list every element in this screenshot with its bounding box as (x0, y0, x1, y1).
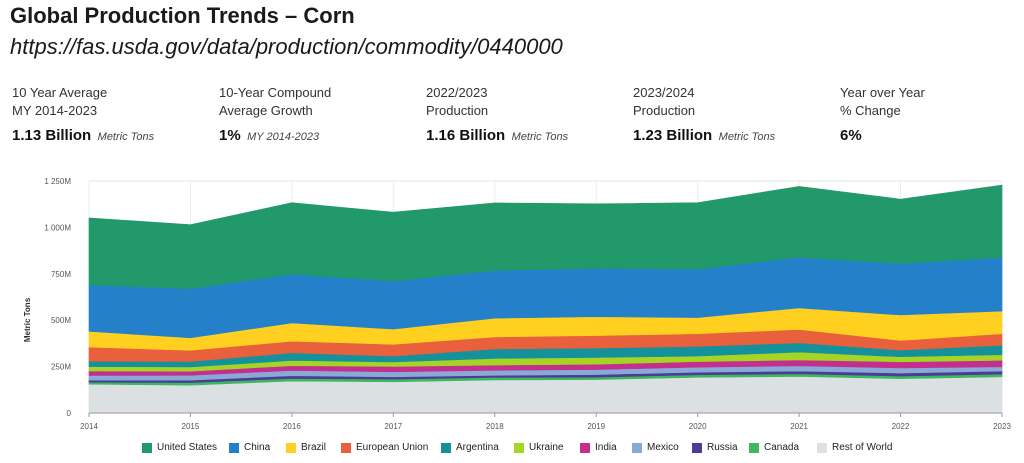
legend-item-argentina[interactable]: Argentina (441, 442, 499, 453)
chart-legend: United States China Brazil European Union Ar… (0, 442, 1024, 458)
legend-label: United States (157, 442, 218, 453)
legend-swatch (229, 442, 239, 453)
legend-item-russia[interactable]: Russia (692, 442, 738, 453)
legend-label: Canada (764, 442, 800, 453)
legend-swatch (817, 442, 827, 453)
area-united-states[interactable] (88, 184, 1003, 289)
stat-2023-production: 2023/2024 Production 1.23 Billion Metric… (633, 84, 833, 145)
stat-2022-production: 2022/2023 Production 1.16 Billion Metric… (426, 84, 626, 145)
stat-unit: Metric Tons (511, 131, 569, 143)
legend-swatch (632, 442, 642, 453)
x-tick-label: 2019 (587, 422, 605, 431)
legend-swatch (749, 442, 759, 453)
legend-label: European Union (356, 442, 429, 453)
legend-swatch (286, 442, 296, 453)
legend-label: India (595, 442, 617, 453)
legend-swatch (580, 442, 590, 453)
stat-value: 6% (840, 127, 862, 144)
legend-label: Ukraine (529, 442, 564, 453)
stat-10yr-cagr: 10-Year Compound Average Growth 1% MY 20… (219, 84, 419, 145)
stat-label-line1: 2023/2024 (633, 85, 695, 100)
stat-label-line2: % Change (840, 103, 901, 118)
x-tick-label: 2022 (892, 422, 910, 431)
x-tick-label: 2017 (384, 422, 402, 431)
chart-areas (88, 184, 1003, 414)
legend-item-rest-of-world[interactable]: Rest of World (817, 442, 892, 453)
x-tick-label: 2020 (689, 422, 707, 431)
page-title: Global Production Trends – Corn (10, 3, 355, 28)
stat-unit: Metric Tons (718, 131, 776, 143)
legend-item-european-union[interactable]: European Union (341, 442, 428, 453)
stat-yoy-change: Year over Year % Change 6% (840, 84, 1024, 145)
stat-label-line1: 10-Year Compound (219, 85, 332, 100)
legend-label: Mexico (647, 442, 679, 453)
production-area-chart: 0 250M 500M 750M 1 000M 1 250M 2014 2015 2016 201… (23, 177, 1011, 431)
legend-item-united-states[interactable]: United States (142, 442, 217, 453)
source-url[interactable]: https://fas.usda.gov/data/production/com… (10, 34, 563, 59)
y-tick-label: 1 250M (44, 177, 71, 186)
stat-unit: MY 2014-2023 (247, 131, 320, 143)
x-tick-label: 2014 (80, 422, 98, 431)
y-tick-label: 250M (51, 363, 71, 372)
y-tick-label: 0 (67, 409, 72, 418)
legend-item-ukraine[interactable]: Ukraine (514, 442, 563, 453)
x-tick-label: 2015 (182, 422, 200, 431)
legend-swatch (341, 442, 351, 453)
legend-item-canada[interactable]: Canada (749, 442, 799, 453)
stat-10yr-average: 10 Year Average MY 2014-2023 1.13 Billio… (12, 84, 212, 145)
legend-item-china[interactable]: China (229, 442, 270, 453)
legend-label: China (244, 442, 271, 453)
stats-row: 10 Year Average MY 2014-2023 1.13 Billio… (12, 84, 1022, 154)
x-tick-label: 2016 (283, 422, 301, 431)
stat-label-line1: 2022/2023 (426, 85, 488, 100)
x-tick-label: 2023 (993, 422, 1011, 431)
y-tick-label: 500M (51, 316, 71, 325)
y-tick-label: 1 000M (44, 223, 71, 232)
legend-swatch (142, 442, 152, 453)
x-tick-label: 2021 (790, 422, 808, 431)
stat-value: 1.16 Billion (426, 127, 506, 144)
legend-label: Brazil (301, 442, 327, 453)
stat-value: 1% (219, 127, 241, 144)
legend-swatch (692, 442, 702, 453)
stat-unit: Metric Tons (97, 131, 155, 143)
stat-label-line2: Average Growth (219, 103, 313, 118)
stat-label-line2: Production (633, 103, 696, 118)
y-tick-label: 750M (51, 270, 71, 279)
legend-item-brazil[interactable]: Brazil (286, 442, 326, 453)
legend-item-india[interactable]: India (580, 442, 617, 453)
stat-value: 1.23 Billion (633, 127, 713, 144)
legend-label: Argentina (456, 442, 499, 453)
stat-label-line2: MY 2014-2023 (12, 103, 98, 118)
legend-item-mexico[interactable]: Mexico (632, 442, 679, 453)
stat-label-line1: Year over Year (840, 85, 925, 100)
legend-label: Russia (707, 442, 738, 453)
stat-label-line2: Production (426, 103, 489, 118)
chart-axes: 0 250M 500M 750M 1 000M 1 250M 2014 2015 2016 201… (44, 177, 1011, 431)
legend-swatch (514, 442, 524, 453)
stat-value: 1.13 Billion (12, 127, 92, 144)
x-tick-label: 2018 (486, 422, 504, 431)
y-axis-label: Metric Tons (23, 297, 32, 342)
stat-label-line1: 10 Year Average (12, 85, 108, 100)
legend-label: Rest of World (832, 442, 893, 453)
legend-swatch (441, 442, 451, 453)
